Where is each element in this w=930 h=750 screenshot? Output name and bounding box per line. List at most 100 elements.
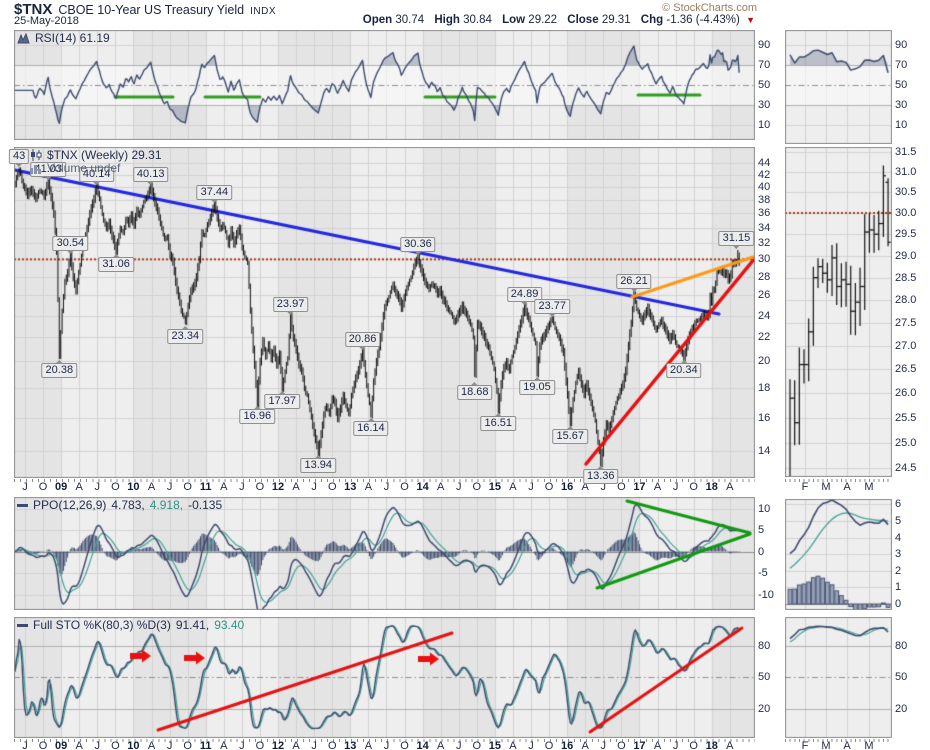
mini-price-y-tick: 31.0 — [895, 165, 917, 178]
mini-price-y-tick: 28.5 — [895, 271, 917, 284]
rsi-panel-canvas — [14, 30, 755, 140]
x-axis-label: A — [292, 481, 300, 493]
x-axis-label: O — [689, 481, 698, 493]
price-callout: 24.89 — [506, 287, 543, 306]
x-axis-label: O — [255, 740, 265, 750]
price-y-tick: 38 — [758, 193, 771, 206]
mini-x-axis-label: M — [821, 481, 831, 493]
price-callout: 15.67 — [552, 425, 589, 444]
rsi-y-tick: 50 — [758, 79, 771, 91]
mini-x-axis-label: M — [864, 481, 874, 493]
price-y-tick: 36 — [758, 207, 771, 220]
symbol-name: CBOE 10-Year US Treasury Yield — [58, 3, 245, 17]
x-axis-label: 16 — [561, 740, 574, 750]
close-label: Close — [567, 14, 599, 26]
rsi-y-tick: 70 — [758, 59, 771, 71]
x-axis-ticks-bottom — [14, 739, 755, 742]
x-axis-label: O — [544, 740, 554, 750]
x-axis-label: 09 — [55, 481, 68, 493]
price-y-tick: 40 — [758, 180, 771, 193]
x-axis-label: 14 — [416, 481, 429, 493]
mini-rsi-y-tick: 30 — [895, 99, 908, 111]
volume-bars-icon — [30, 164, 41, 174]
price-callout: 23.77 — [534, 298, 571, 317]
price-callout: 18.68 — [456, 381, 493, 400]
mini-x-axis-label: F — [801, 481, 809, 493]
x-axis-label: O — [400, 740, 409, 750]
mini-price-y-tick: 30.5 — [895, 186, 917, 199]
x-axis-label: J — [239, 481, 245, 493]
sto-y-tick: 80 — [758, 639, 771, 652]
price-y-tick: 24 — [758, 309, 771, 322]
price-y-tick: 22 — [758, 331, 771, 344]
x-axis-label: 11 — [199, 740, 212, 750]
rsi-y-tick: 10 — [758, 119, 771, 131]
mini-price-y-tick: 28.0 — [895, 293, 917, 306]
symbol-label: $TNX — [14, 1, 53, 18]
mini-ppo-canvas — [785, 499, 892, 610]
mini-price-y-tick: 25.0 — [895, 436, 917, 449]
mini-x-axis-label: M — [864, 740, 874, 750]
x-axis-label: 18 — [705, 481, 718, 493]
x-axis-label: A — [292, 740, 300, 750]
x-axis-label: J — [22, 481, 28, 493]
low-label: Low — [502, 14, 526, 26]
mini-ppo-y-tick: 1 — [895, 581, 902, 594]
stockcharts-credit: © StockCharts.com — [662, 2, 757, 14]
sto-legend-name: Full STO %K(80,3) %D(3) — [33, 618, 171, 632]
x-axis-label: 18 — [705, 740, 718, 750]
x-axis-label: A — [436, 740, 445, 750]
mini-price-y-tick: 27.5 — [895, 316, 917, 329]
price-callout: 13.94 — [300, 455, 336, 474]
x-axis-label: A — [436, 481, 445, 493]
x-axis-label: O — [38, 740, 48, 750]
x-axis-label: J — [239, 740, 245, 750]
change-down-icon: ▼ — [746, 15, 755, 25]
x-axis-label: 14 — [416, 740, 429, 750]
x-axis-label: O — [400, 481, 409, 493]
x-axis-label: O — [472, 481, 482, 493]
x-axis-label: O — [617, 481, 626, 493]
x-axis-label: 10 — [127, 740, 140, 750]
rsi-legend: RSI(14) 61.19 — [17, 31, 110, 45]
price-y-tick: 14 — [758, 445, 771, 458]
x-axis-label: A — [726, 481, 734, 493]
sto-y-tick: 20 — [758, 702, 771, 715]
mini-x-axis-label: F — [801, 740, 809, 750]
mini-ppo-y-tick: 3 — [895, 548, 902, 561]
price-callout: 23.97 — [272, 296, 309, 315]
x-axis-label: 12 — [271, 740, 285, 750]
price-legend: $TNX (Weekly) 29.31 — [29, 148, 162, 162]
mini-x-axis-label: A — [843, 740, 851, 750]
ppo-value-1: 4.783, — [111, 498, 145, 512]
x-axis-label: A — [75, 740, 83, 750]
price-y-tick: 34 — [758, 221, 771, 234]
x-axis-label: J — [528, 481, 534, 493]
x-axis-label: A — [509, 740, 517, 750]
x-axis-label: A — [581, 481, 589, 493]
x-axis-label: J — [528, 740, 534, 750]
ppo-y-tick: 10 — [758, 502, 771, 515]
rsi-area-icon — [17, 32, 30, 43]
chart-date: 25-May-2018 — [14, 15, 79, 27]
ppo-y-tick: -5 — [758, 567, 768, 579]
x-axis-label: J — [166, 740, 173, 750]
x-axis-label: J — [94, 481, 101, 493]
x-axis-label: A — [364, 740, 373, 750]
rsi-y-tick: 30 — [758, 99, 771, 111]
price-y-tick: 42 — [758, 168, 771, 181]
x-axis-label: O — [472, 740, 482, 750]
x-axis-label: O — [617, 740, 626, 750]
ppo-line-icon — [17, 503, 28, 507]
x-axis-label: J — [600, 481, 607, 493]
x-axis-label: 17 — [633, 481, 646, 493]
sto-y-tick: 50 — [758, 671, 771, 683]
x-axis-label: 12 — [271, 481, 285, 493]
mini-price-y-tick: 30.0 — [895, 207, 917, 219]
candlestick-icon — [31, 149, 42, 161]
open-label: Open — [362, 14, 393, 26]
price-y-tick: 26 — [758, 289, 771, 302]
price-callout: 20.38 — [41, 359, 78, 378]
sto-line-icon — [17, 623, 28, 627]
x-axis-label: A — [147, 481, 156, 493]
